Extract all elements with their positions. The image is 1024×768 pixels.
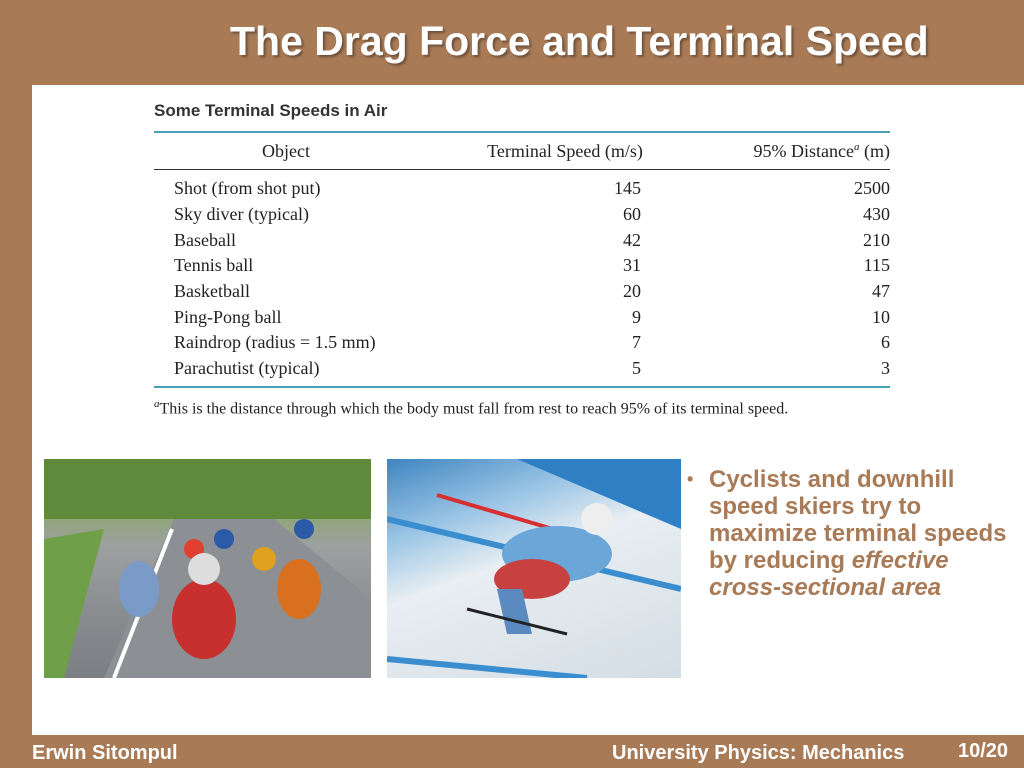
skier-photo	[387, 459, 681, 678]
table-top-rule	[154, 131, 890, 133]
footer-author: Erwin Sitompul	[32, 742, 178, 764]
table-row: Sky diver (typical) 60 430	[154, 202, 890, 228]
table-cell-speed: 145	[613, 178, 641, 199]
footnote-text: This is the distance through which the b…	[159, 399, 789, 417]
table-cell-distance: 430	[863, 204, 890, 225]
bullet-point: • Cyclists and downhill speed skiers try…	[687, 466, 1007, 601]
table-cell-object: Baseball	[174, 229, 236, 250]
bullet-text-emphasis: effective cross-sectional area	[709, 547, 949, 601]
skier-illustration	[387, 459, 681, 678]
cyclists-illustration	[44, 459, 371, 678]
page-number: 10/20	[958, 740, 1009, 762]
table-row: Tennis ball 31 115	[154, 253, 890, 279]
header-distance-unit: (m)	[859, 140, 890, 161]
table-cell-object: Tennis ball	[174, 255, 254, 276]
table-row: Basketball 20 47	[154, 279, 890, 305]
table-cell-distance: 6	[881, 332, 890, 353]
header-object: Object	[262, 140, 310, 161]
table-cell-distance: 2500	[854, 178, 890, 199]
table-header-row: Object Terminal Speed (m/s) 95% Distance…	[154, 133, 890, 169]
table-cell-object: Shot (from shot put)	[174, 178, 321, 199]
table-cell-object: Sky diver (typical)	[174, 204, 309, 225]
footnote-sup: a	[154, 397, 160, 410]
table-body: Shot (from shot put) 145 2500 Sky diver (ty…	[154, 170, 890, 382]
table-row: Baseball 42 210	[154, 227, 890, 253]
table-cell-speed: 31	[622, 255, 641, 276]
table-cell-distance: 3	[881, 358, 890, 379]
table-cell-distance: 115	[863, 255, 890, 276]
table-cell-object: Ping-Pong ball	[174, 306, 282, 327]
table-row: Raindrop (radius = 1.5 mm) 7 6	[154, 330, 890, 356]
bullet-text: Cyclists and downhill speed skiers try t…	[709, 466, 1007, 601]
table-bottom-rule	[154, 385, 890, 388]
table-cell-object: Parachutist (typical)	[174, 358, 320, 379]
table-cell-speed: 60	[622, 204, 641, 225]
header-distance-label: 95% Distance	[753, 140, 854, 161]
header-distance-sup: a	[854, 140, 860, 153]
table-row: Shot (from shot put) 145 2500	[154, 176, 890, 202]
table-cell-distance: 10	[872, 306, 890, 327]
table-cell-speed: 7	[631, 332, 641, 353]
table-row: Ping-Pong ball 9 10	[154, 304, 890, 330]
bullet-marker: •	[687, 469, 694, 489]
table-caption: Some Terminal Speeds in Air	[154, 101, 388, 120]
header-speed: Terminal Speed (m/s)	[487, 140, 643, 161]
terminal-speeds-table: Some Terminal Speeds in Air Object Termi…	[154, 101, 890, 418]
table-header-rule	[154, 169, 890, 170]
table-footnote: aThis is the distance through which the …	[154, 398, 890, 418]
table-cell-speed: 42	[622, 229, 641, 250]
table-cell-speed: 9	[631, 306, 641, 327]
table-cell-speed: 5	[631, 358, 641, 379]
table-row: Parachutist (typical) 5 3	[154, 356, 890, 382]
slide-title: The Drag Force and Terminal Speed	[230, 18, 929, 64]
header-distance: 95% Distancea (m)	[656, 141, 890, 162]
table-cell-distance: 47	[872, 281, 890, 302]
footer-course: University Physics: Mechanics	[612, 742, 905, 764]
table-cell-object: Basketball	[174, 281, 250, 302]
bullet-text-plain: Cyclists and downhill speed skiers try t…	[709, 466, 1007, 574]
table-cell-object: Raindrop (radius = 1.5 mm)	[174, 332, 376, 353]
table-cell-distance: 210	[863, 229, 890, 250]
table-cell-speed: 20	[622, 281, 641, 302]
cyclists-photo	[44, 459, 371, 678]
